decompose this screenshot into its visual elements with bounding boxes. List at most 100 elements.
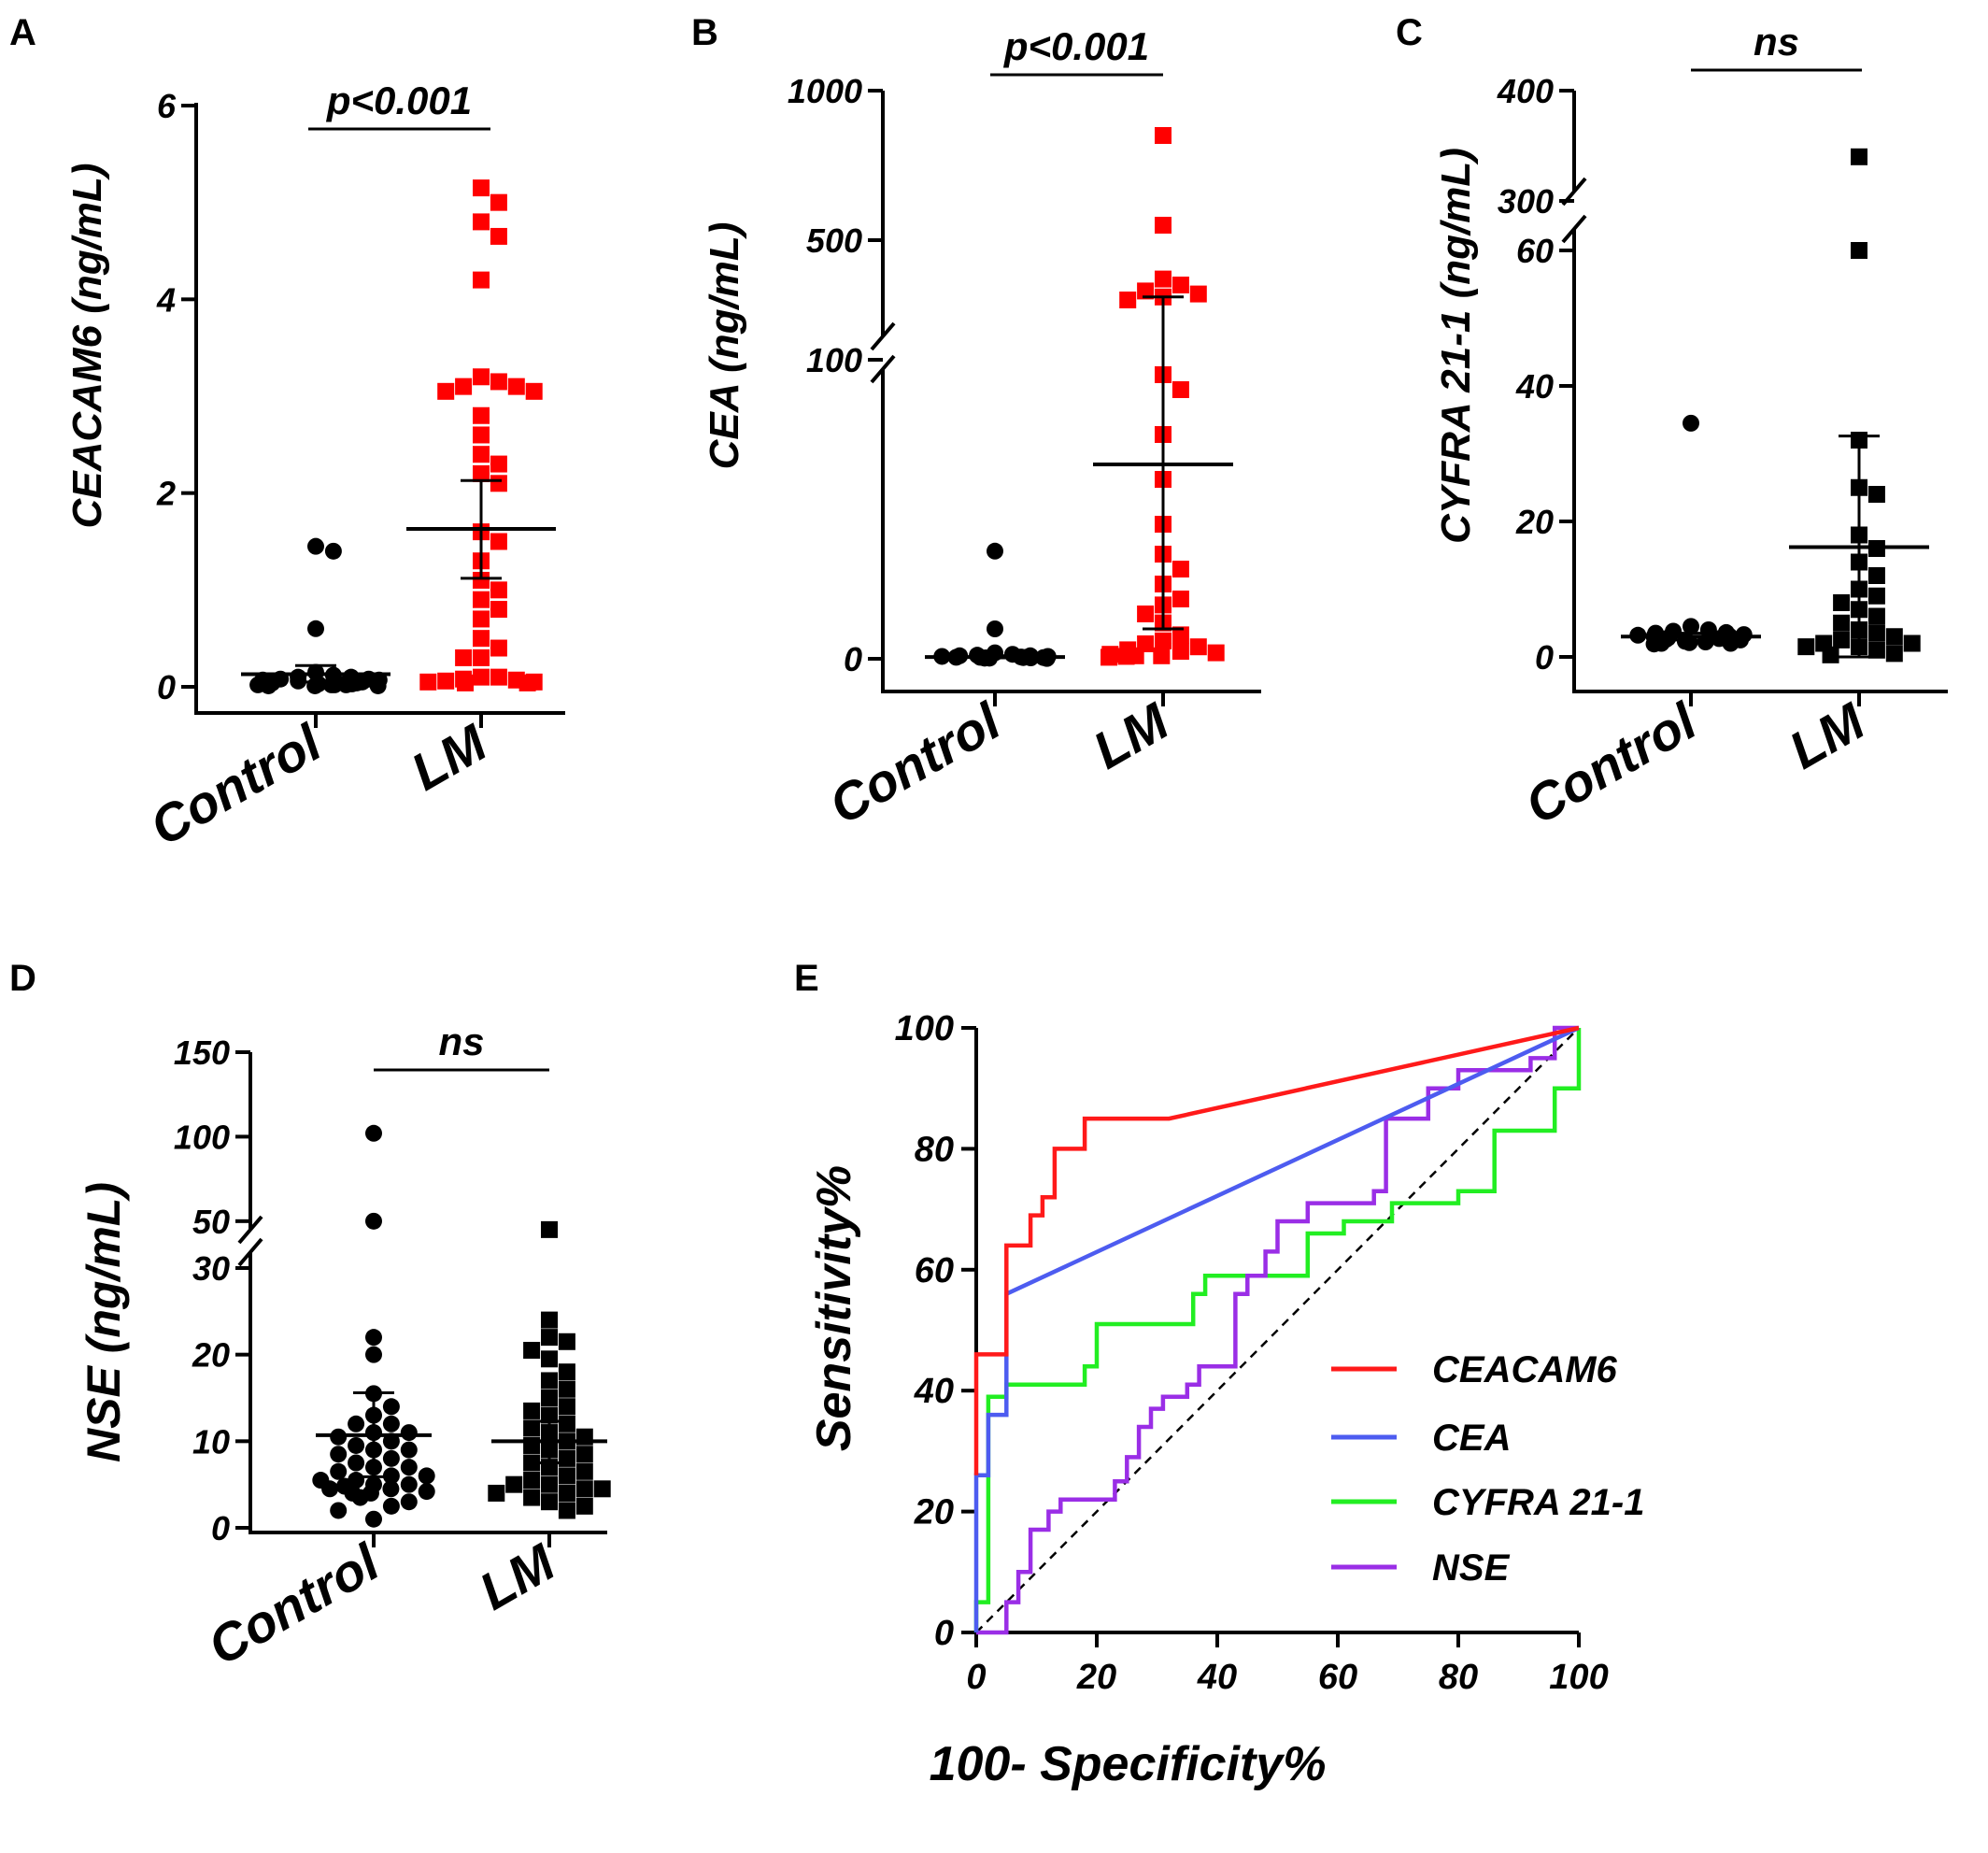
- data-point: [541, 1493, 558, 1510]
- panel-e-xlabel: 100- Specificity%: [930, 1737, 1327, 1791]
- legend-label: CYFRA 21-1: [1432, 1482, 1644, 1523]
- data-point: [321, 1480, 338, 1497]
- y-tick-label: 400: [1497, 72, 1554, 110]
- data-point: [383, 1498, 400, 1515]
- y-tick-label: 20: [914, 1493, 954, 1532]
- data-point: [576, 1463, 593, 1480]
- y-tick-label: 60: [1516, 232, 1554, 270]
- data-point: [473, 368, 490, 385]
- y-tick-label: 500: [806, 221, 862, 260]
- data-point: [490, 194, 507, 211]
- panel-a-ylabel: CEACAM6 (ng/mL): [64, 163, 110, 528]
- data-point: [576, 1498, 593, 1515]
- y-tick-label: 40: [914, 1372, 954, 1411]
- data-point: [370, 677, 387, 694]
- data-point: [523, 1403, 540, 1419]
- data-point: [1153, 648, 1170, 664]
- y-tick-label: 0: [1535, 638, 1554, 677]
- data-point: [1868, 608, 1885, 625]
- data-point: [473, 446, 490, 463]
- y-tick-label: 50: [192, 1203, 230, 1241]
- data-point: [330, 1446, 347, 1462]
- data-point: [401, 1424, 418, 1441]
- data-point: [1904, 635, 1921, 652]
- data-point: [473, 213, 490, 230]
- data-point: [559, 1398, 575, 1415]
- data-point: [490, 601, 507, 618]
- data-point: [352, 1490, 369, 1506]
- data-point: [987, 620, 1003, 637]
- data-point: [1833, 632, 1850, 649]
- data-point: [559, 1467, 575, 1484]
- data-point: [457, 675, 474, 691]
- data-point: [330, 1463, 347, 1480]
- data-point: [260, 677, 277, 694]
- y-tick-label: 0: [157, 668, 176, 706]
- y-tick-label: 0: [211, 1509, 230, 1547]
- legend-label: NSE: [1432, 1547, 1511, 1589]
- panel-a-chart: A CEACAM6 (ng/mL) 0246Control LMp<0.001: [0, 0, 673, 897]
- data-point: [490, 581, 507, 598]
- x-tick-label: 80: [1439, 1658, 1478, 1697]
- data-point: [523, 1490, 540, 1506]
- data-point: [382, 1480, 399, 1497]
- x-tick-label: 60: [1318, 1658, 1357, 1697]
- panel-b-chart: B CEA (ng/mL) 01005001000Control LMp<0.00…: [673, 0, 1345, 897]
- x-category-label: Control: [819, 691, 1011, 835]
- data-point: [473, 179, 490, 196]
- data-point: [473, 669, 490, 686]
- panel-b: B CEA (ng/mL) 0 100 500 1000 Control LM p<0.00…: [673, 0, 1345, 897]
- panel-e-chart: E Sensitivity% 100- Specificity% 00 20 20 4…: [766, 934, 1981, 1853]
- data-point: [559, 1450, 575, 1467]
- x-category-label: Control: [198, 1532, 390, 1676]
- data-point: [401, 1442, 418, 1459]
- panel-d-letter: D: [9, 958, 36, 999]
- data-point: [559, 1502, 575, 1518]
- data-point: [541, 1350, 558, 1367]
- data-point: [401, 1476, 418, 1493]
- y-tick-label: 30: [192, 1249, 230, 1288]
- data-point: [490, 373, 507, 390]
- data-point: [1172, 561, 1189, 577]
- data-point: [987, 543, 1003, 560]
- x-category-label: Control: [1515, 691, 1707, 835]
- data-point: [473, 272, 490, 289]
- legend-label: CEA: [1432, 1418, 1511, 1459]
- x-tick-label: 20: [1076, 1658, 1116, 1697]
- data-point: [326, 677, 343, 693]
- data-point: [1797, 638, 1814, 655]
- x-tick-label: 0: [966, 1658, 986, 1697]
- data-point: [559, 1485, 575, 1502]
- data-point: [519, 675, 536, 691]
- data-point: [559, 1416, 575, 1433]
- data-point: [559, 1333, 575, 1350]
- data-point: [365, 1347, 382, 1363]
- data-point: [1119, 292, 1136, 308]
- data-point: [1155, 217, 1172, 234]
- panel-b-letter: B: [691, 12, 718, 53]
- y-tick-label: 20: [1515, 503, 1554, 541]
- x-category-label: Control: [140, 712, 332, 857]
- data-point: [1868, 625, 1885, 642]
- panel-e-ylabel: Sensitivity%: [807, 1165, 861, 1451]
- data-point: [594, 1480, 611, 1497]
- data-point: [1155, 633, 1172, 649]
- panel-d-chart: D NSE (ng/mL) 010203050100150Control LMns: [0, 934, 673, 1853]
- data-point: [488, 1485, 504, 1502]
- y-tick-label: 2: [156, 475, 176, 513]
- data-point: [383, 1450, 400, 1467]
- data-point: [576, 1480, 593, 1497]
- significance-label: ns: [1754, 20, 1799, 64]
- panel-d: D NSE (ng/mL) 0 10 20 30 50 100 150 Control LM ns: [0, 934, 673, 1853]
- data-point: [1118, 648, 1135, 664]
- data-point: [523, 1472, 540, 1489]
- data-point: [455, 649, 472, 666]
- data-point: [490, 456, 507, 473]
- data-point: [1868, 588, 1885, 605]
- data-point: [541, 1221, 558, 1238]
- data-point: [1851, 149, 1867, 165]
- data-point: [325, 543, 342, 560]
- data-point: [348, 1455, 364, 1472]
- y-tick-label: 0: [844, 640, 862, 678]
- data-point: [1208, 645, 1225, 662]
